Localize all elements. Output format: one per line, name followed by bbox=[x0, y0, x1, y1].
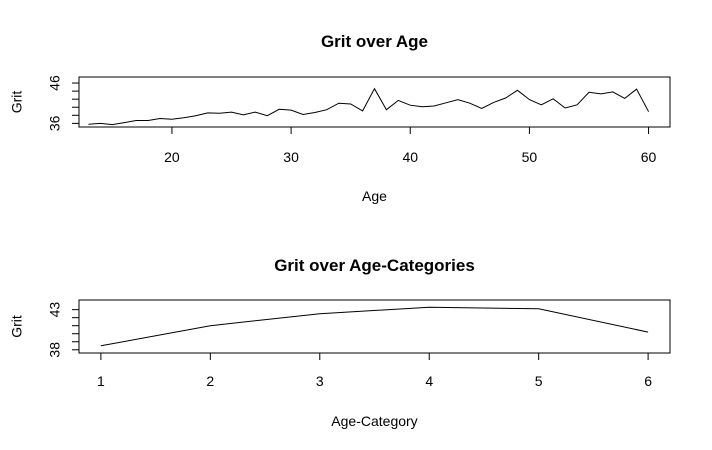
x-tick-label: 1 bbox=[97, 373, 105, 389]
chart-panel-2: Grit over Age-Categories 1 2 3 4 5 6 38 43 Age-Ca… bbox=[9, 256, 671, 429]
x-tick-label: 40 bbox=[402, 149, 418, 165]
series-line bbox=[88, 87, 650, 126]
chart-title: Grit over Age bbox=[321, 32, 428, 51]
x-tick-label: 4 bbox=[425, 373, 433, 389]
y-axis-label: Grit bbox=[9, 315, 25, 338]
y-tick-label: 36 bbox=[47, 115, 63, 131]
x-tick-label: 3 bbox=[316, 373, 324, 389]
x-axis-label: Age bbox=[362, 188, 387, 204]
y-tick-label: 46 bbox=[47, 75, 63, 91]
x-axis-label: Age-Category bbox=[331, 413, 417, 429]
y-tick-label: 38 bbox=[47, 342, 63, 358]
x-tick-label: 30 bbox=[283, 149, 299, 165]
y-axis-label: Grit bbox=[9, 91, 25, 114]
x-tick-label: 2 bbox=[206, 373, 214, 389]
x-tick-label: 5 bbox=[535, 373, 543, 389]
y-tick-label: 43 bbox=[47, 302, 63, 318]
series-line bbox=[100, 306, 649, 347]
x-tick-label: 50 bbox=[522, 149, 538, 165]
x-tick-label: 20 bbox=[164, 149, 180, 165]
chart-panel-1: Grit over Age 20 30 40 50 60 36 46 Age Grit bbox=[9, 32, 671, 204]
plot-frame bbox=[78, 299, 671, 354]
x-tick-label: 6 bbox=[644, 373, 652, 389]
chart-title: Grit over Age-Categories bbox=[274, 256, 475, 275]
x-tick-label: 60 bbox=[641, 149, 657, 165]
